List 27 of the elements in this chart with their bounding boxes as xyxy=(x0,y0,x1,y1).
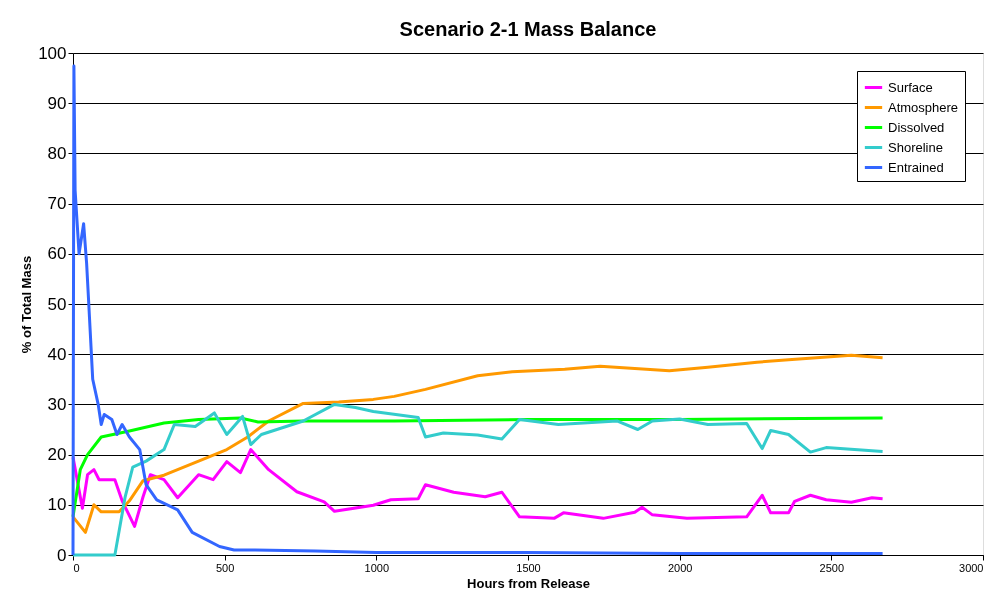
chart-title: Scenario 2-1 Mass Balance xyxy=(399,18,657,40)
x-tick-label: 500 xyxy=(215,561,235,574)
legend-label: Surface xyxy=(888,79,933,95)
y-tick-label: 20 xyxy=(47,445,67,465)
x-tick-label: 2500 xyxy=(819,561,845,574)
x-tick-label: 1500 xyxy=(516,561,541,574)
y-tick-label: 80 xyxy=(47,143,67,163)
y-tick-label: 90 xyxy=(47,93,67,113)
y-tick-label: 100 xyxy=(38,43,67,63)
legend-label: Shoreline xyxy=(888,139,943,155)
y-tick-label: 40 xyxy=(47,344,67,364)
x-tick-label: 3000 xyxy=(959,561,984,574)
y-tick-label: 50 xyxy=(47,294,67,314)
legend-label: Atmosphere xyxy=(888,99,959,115)
y-tick-label: 10 xyxy=(47,495,67,515)
x-tick-label: 0 xyxy=(73,561,80,574)
x-tick-label: 1000 xyxy=(364,561,390,574)
line-series xyxy=(71,402,885,557)
legend-label: Dissolved xyxy=(888,119,945,135)
line-series xyxy=(71,64,885,557)
y-tick-label: 70 xyxy=(47,194,67,214)
y-axis-title: % of Total Mass xyxy=(19,255,35,354)
y-tick-label: 60 xyxy=(47,244,67,264)
x-tick-label: 2000 xyxy=(667,561,693,574)
x-axis-title: Hours from Release xyxy=(467,575,590,591)
y-tick-label: 30 xyxy=(47,394,67,414)
legend-label: Entrained xyxy=(888,159,944,175)
